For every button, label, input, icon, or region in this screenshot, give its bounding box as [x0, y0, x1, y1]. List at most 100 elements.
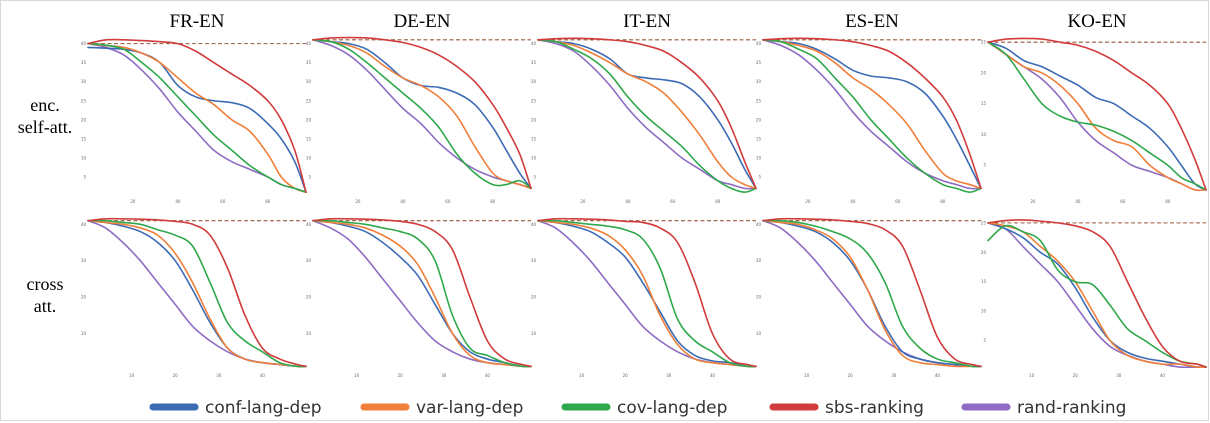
x-tick-label: 40 [1075, 199, 1081, 204]
x-tick-label: 40 [850, 199, 856, 204]
y-tick-label: 25 [756, 98, 762, 103]
x-tick-label: 60 [1120, 199, 1126, 204]
y-tick-label: 40 [531, 222, 537, 227]
panel: 10 20 30 40 10 20 30 40 [81, 217, 307, 378]
y-tick-label: 40 [531, 41, 537, 46]
y-tick-label: 30 [756, 258, 762, 263]
series-line-sbs-ranking [312, 36, 532, 190]
x-tick-label: 20 [130, 199, 136, 204]
y-tick-label: 30 [306, 79, 312, 84]
y-tick-label: 5 [983, 163, 986, 168]
x-tick-label: 20 [1030, 199, 1036, 204]
y-tick-label: 5 [983, 338, 986, 343]
x-tick-label: 30 [216, 373, 222, 378]
series-line-cov-lang-dep [762, 219, 982, 368]
panel: 10 20 30 40 10 20 30 40 [756, 217, 982, 378]
y-tick-label: 10 [756, 155, 762, 160]
x-tick-label: 30 [441, 373, 447, 378]
y-tick-label: 30 [81, 79, 87, 84]
x-tick-label: 20 [398, 373, 404, 378]
panel: 10 20 30 40 10 20 30 40 [306, 217, 532, 378]
column-title: ES-EN [845, 11, 899, 32]
x-tick-label: 20 [805, 199, 811, 204]
panel: 10 20 30 40 5 10 15 20 25 [981, 219, 1207, 378]
y-tick-label: 15 [756, 136, 762, 141]
series-line-cov-lang-dep [87, 219, 307, 368]
series-line-cov-lang-dep [312, 39, 532, 190]
y-tick-label: 40 [306, 41, 312, 46]
y-tick-label: 10 [981, 309, 987, 314]
y-tick-label: 15 [531, 136, 537, 141]
x-tick-label: 20 [355, 199, 361, 204]
y-tick-label: 30 [81, 258, 87, 263]
x-tick-label: 40 [1160, 373, 1166, 378]
panel: 20 40 60 80 5 10 15 20 25 30 35 40 [81, 38, 307, 204]
series-line-sbs-ranking [312, 217, 532, 368]
x-tick-label: 10 [804, 373, 810, 378]
y-tick-label: 25 [81, 98, 87, 103]
y-tick-label: 25 [531, 98, 537, 103]
series-line-conf-lang-dep [987, 41, 1207, 191]
series-line-conf-lang-dep [87, 219, 307, 368]
y-tick-label: 20 [756, 295, 762, 300]
row-title-line: cross [27, 274, 64, 294]
series-line-var-lang-dep [312, 219, 532, 368]
y-tick-label: 10 [531, 331, 537, 336]
x-tick-label: 60 [220, 199, 226, 204]
series-line-var-lang-dep [762, 39, 982, 190]
panel: 20 40 60 80 5 10 15 20 25 [981, 37, 1207, 204]
y-tick-label: 40 [756, 41, 762, 46]
y-tick-label: 40 [756, 222, 762, 227]
series-line-conf-lang-dep [537, 39, 757, 190]
x-tick-label: 20 [1073, 373, 1079, 378]
series-line-rand-ranking [87, 219, 307, 368]
x-tick-label: 80 [715, 199, 721, 204]
series-line-var-lang-dep [87, 42, 307, 193]
y-tick-label: 20 [306, 117, 312, 122]
x-tick-label: 80 [940, 199, 946, 204]
x-tick-label: 40 [625, 199, 631, 204]
x-tick-label: 60 [670, 199, 676, 204]
x-tick-label: 80 [490, 199, 496, 204]
series-line-conf-lang-dep [537, 219, 757, 368]
y-tick-label: 10 [531, 155, 537, 160]
x-tick-label: 40 [710, 373, 716, 378]
panel: 10 20 30 40 10 20 30 40 [531, 217, 757, 378]
x-tick-label: 60 [895, 199, 901, 204]
series-line-conf-lang-dep [87, 46, 307, 193]
y-tick-label: 25 [981, 220, 987, 225]
series-line-sbs-ranking [87, 38, 307, 193]
column-title: KO-EN [1067, 11, 1126, 32]
series-line-var-lang-dep [312, 39, 532, 190]
series-line-cov-lang-dep [87, 42, 307, 193]
y-tick-label: 40 [306, 222, 312, 227]
x-tick-label: 40 [175, 199, 181, 204]
y-tick-label: 20 [81, 295, 87, 300]
x-tick-label: 20 [623, 373, 629, 378]
series-line-cov-lang-dep [537, 219, 757, 368]
x-tick-label: 20 [848, 373, 854, 378]
y-tick-label: 40 [81, 222, 87, 227]
series-line-sbs-ranking [762, 217, 982, 368]
column-titles: FR-EN DE-EN IT-EN ES-EN KO-EN [170, 11, 1127, 32]
y-tick-label: 5 [533, 174, 536, 179]
series-line-sbs-ranking [537, 37, 757, 190]
x-tick-label: 10 [354, 373, 360, 378]
legend-label: conf-lang-dep [205, 398, 322, 418]
x-tick-label: 40 [485, 373, 491, 378]
y-tick-label: 10 [306, 331, 312, 336]
legend-label: var-lang-dep [416, 398, 523, 418]
y-tick-label: 20 [306, 295, 312, 300]
row-title-line: self-att. [18, 117, 72, 137]
series-line-sbs-ranking [987, 37, 1207, 191]
y-tick-label: 15 [306, 136, 312, 141]
y-tick-label: 5 [83, 174, 86, 179]
series-line-cov-lang-dep [537, 39, 757, 193]
series-line-var-lang-dep [987, 41, 1207, 192]
column-title: IT-EN [623, 11, 671, 32]
series-line-var-lang-dep [537, 219, 757, 368]
series-line-cov-lang-dep [987, 41, 1207, 191]
y-tick-label: 15 [981, 279, 987, 284]
